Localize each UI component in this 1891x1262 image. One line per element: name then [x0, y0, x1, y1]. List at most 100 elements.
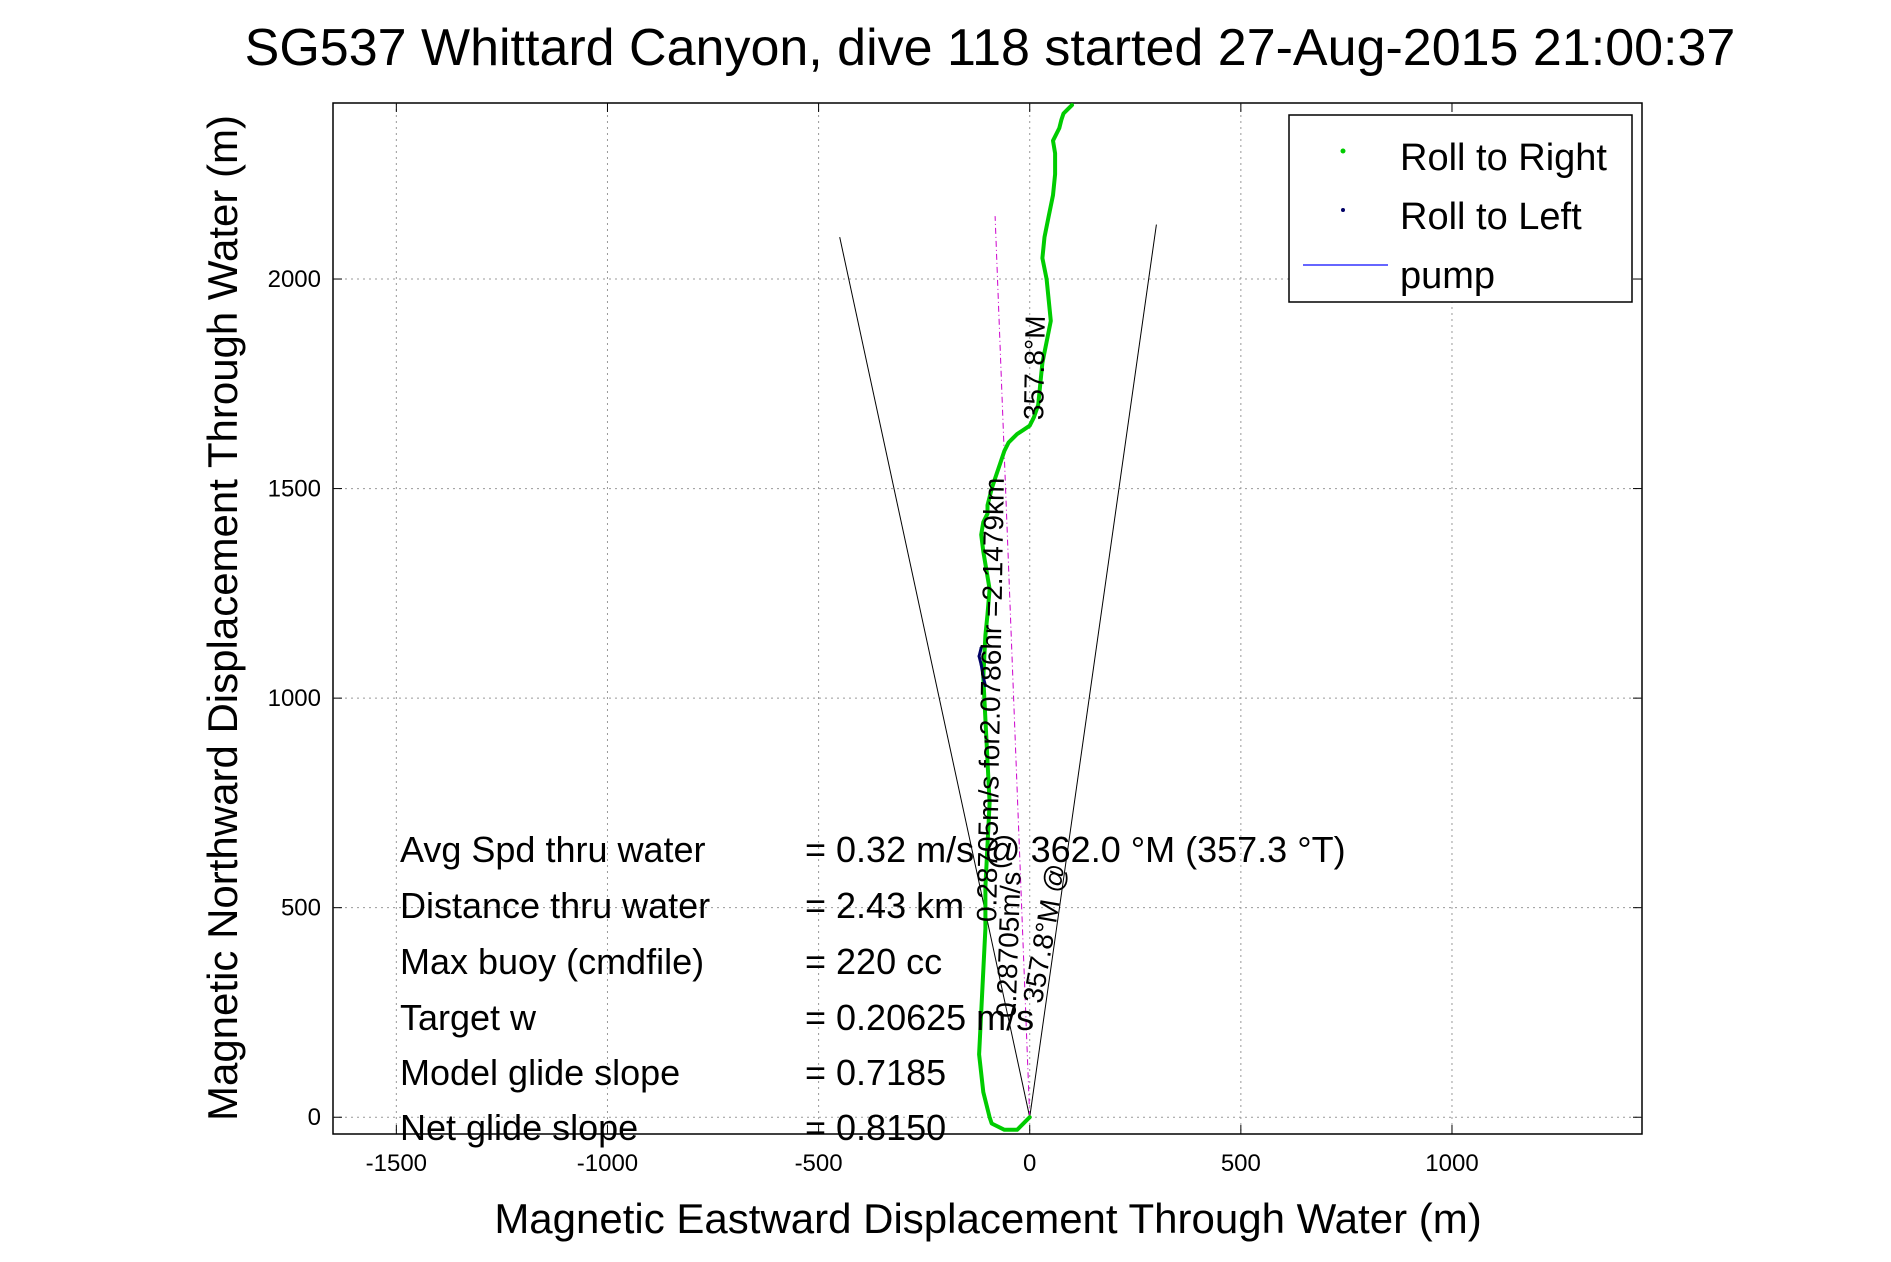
data-point: [981, 549, 985, 553]
stat-label: Net glide slope: [400, 1107, 638, 1148]
y-tick-label: 0: [308, 1104, 321, 1131]
data-point: [1036, 403, 1040, 407]
legend: Roll to Right Roll to Left pump: [1288, 114, 1633, 303]
data-point: [988, 801, 992, 805]
legend-label-roll-left: Roll to Left: [1400, 196, 1582, 238]
data-point: [988, 1115, 992, 1119]
data-point: [1002, 1128, 1006, 1132]
data-point: [1045, 277, 1049, 281]
data-point: [1053, 151, 1057, 155]
data-point: [983, 927, 987, 931]
stat-value: = 0.20625 m/s: [805, 997, 1034, 1038]
data-point: [1049, 319, 1053, 323]
data-point: [1011, 436, 1015, 440]
x-tick-label: -500: [795, 1150, 843, 1177]
data-point: [1047, 214, 1051, 218]
data-point: [1032, 415, 1036, 419]
data-point: [1059, 118, 1063, 122]
data-point: [1028, 1115, 1032, 1119]
legend-label-pump: pump: [1400, 255, 1495, 297]
data-point: [986, 512, 989, 516]
data-point: [1028, 424, 1032, 428]
x-axis-label: Magnetic Eastward Displacement Through W…: [494, 1195, 1481, 1242]
data-point: [981, 520, 985, 524]
data-point: [988, 587, 992, 591]
data-point: [1040, 256, 1044, 260]
data-layer: [839, 103, 1157, 1132]
y-axis-label: Magnetic Northward Displacement Through …: [199, 115, 246, 1121]
data-point: [979, 533, 983, 537]
data-point: [983, 885, 987, 889]
data-point: [1066, 107, 1070, 111]
stat-label: Avg Spd thru water: [400, 829, 706, 870]
chart-title: SG537 Whittard Canyon, dive 118 started …: [245, 19, 1736, 77]
data-point: [1015, 432, 1019, 436]
data-point: [1070, 103, 1074, 107]
data-point: [983, 633, 987, 637]
annotation-heading-upper: 357.8°M: [1018, 315, 1051, 420]
stat-value: = 0.7185: [805, 1052, 946, 1093]
stat-label: Max buoy (cmdfile): [400, 941, 704, 982]
data-point: [986, 759, 989, 763]
data-point: [1051, 193, 1055, 197]
stat-value: = 2.43 km: [805, 885, 964, 926]
y-tick-label: 500: [281, 895, 321, 922]
y-tick-label: 1000: [268, 685, 321, 712]
data-point: [981, 675, 985, 679]
stat-label: Model glide slope: [400, 1052, 680, 1093]
data-point: [986, 575, 989, 579]
data-point: [1057, 126, 1061, 130]
data-point: [1040, 361, 1044, 365]
x-tick-label: 0: [1023, 1150, 1036, 1177]
data-point: [1043, 235, 1047, 239]
data-point: [977, 654, 981, 658]
data-point: [1047, 298, 1051, 302]
grid: [333, 103, 1642, 1134]
data-point: [986, 612, 989, 616]
legend-box: [1288, 114, 1633, 303]
cone-line: [1029, 224, 1157, 1118]
data-point: [983, 684, 987, 688]
data-point: [1015, 1128, 1019, 1132]
x-tick-label: 500: [1221, 1150, 1261, 1177]
stats-block: Avg Spd thru water = 0.32 m/s @ 362.0 °M…: [400, 829, 1346, 1148]
data-point: [1062, 111, 1066, 115]
annotation-speed-lower: 0.28705m/s: [990, 871, 1026, 1018]
legend-label-roll-right: Roll to Right: [1400, 137, 1607, 179]
data-point: [1051, 139, 1055, 143]
data-point: [1021, 428, 1025, 432]
data-point: [990, 1122, 994, 1126]
data-point: [990, 487, 994, 491]
data-point: [1007, 440, 1011, 444]
data-point: [981, 969, 985, 973]
data-point: [994, 474, 998, 478]
stat-label: Target w: [400, 997, 537, 1038]
data-point: [988, 495, 992, 499]
data-point: [1045, 340, 1049, 344]
x-tick-label: 1000: [1425, 1150, 1478, 1177]
data-point: [981, 1090, 985, 1094]
stat-value: = 220 cc: [805, 941, 942, 982]
data-point: [977, 1052, 981, 1056]
legend-marker-roll-left: [1341, 208, 1345, 212]
stat-value: = 0.32 m/s @ 362.0 °M (357.3 °T): [805, 829, 1346, 870]
cone-line: [839, 237, 1031, 1118]
data-point: [983, 562, 987, 566]
y-tick-label: 2000: [268, 266, 321, 293]
stat-value: = 0.8150: [805, 1107, 946, 1148]
stat-label: Distance thru water: [400, 885, 710, 926]
data-point: [1053, 172, 1057, 176]
x-tick-label: -1500: [366, 1150, 427, 1177]
data-point: [1002, 449, 1006, 453]
data-point: [979, 663, 983, 667]
data-point: [986, 843, 989, 847]
data-point: [979, 1010, 983, 1014]
x-tick-label: -1000: [577, 1150, 638, 1177]
tick-labels: -1500 -1000 -500 0 500 1000 0 500 1000 1500 2000: [268, 266, 1479, 1177]
data-point: [986, 503, 989, 507]
data-point: [983, 717, 987, 721]
y-tick-label: 1500: [268, 476, 321, 503]
data-point: [979, 646, 983, 650]
data-point: [998, 461, 1002, 465]
